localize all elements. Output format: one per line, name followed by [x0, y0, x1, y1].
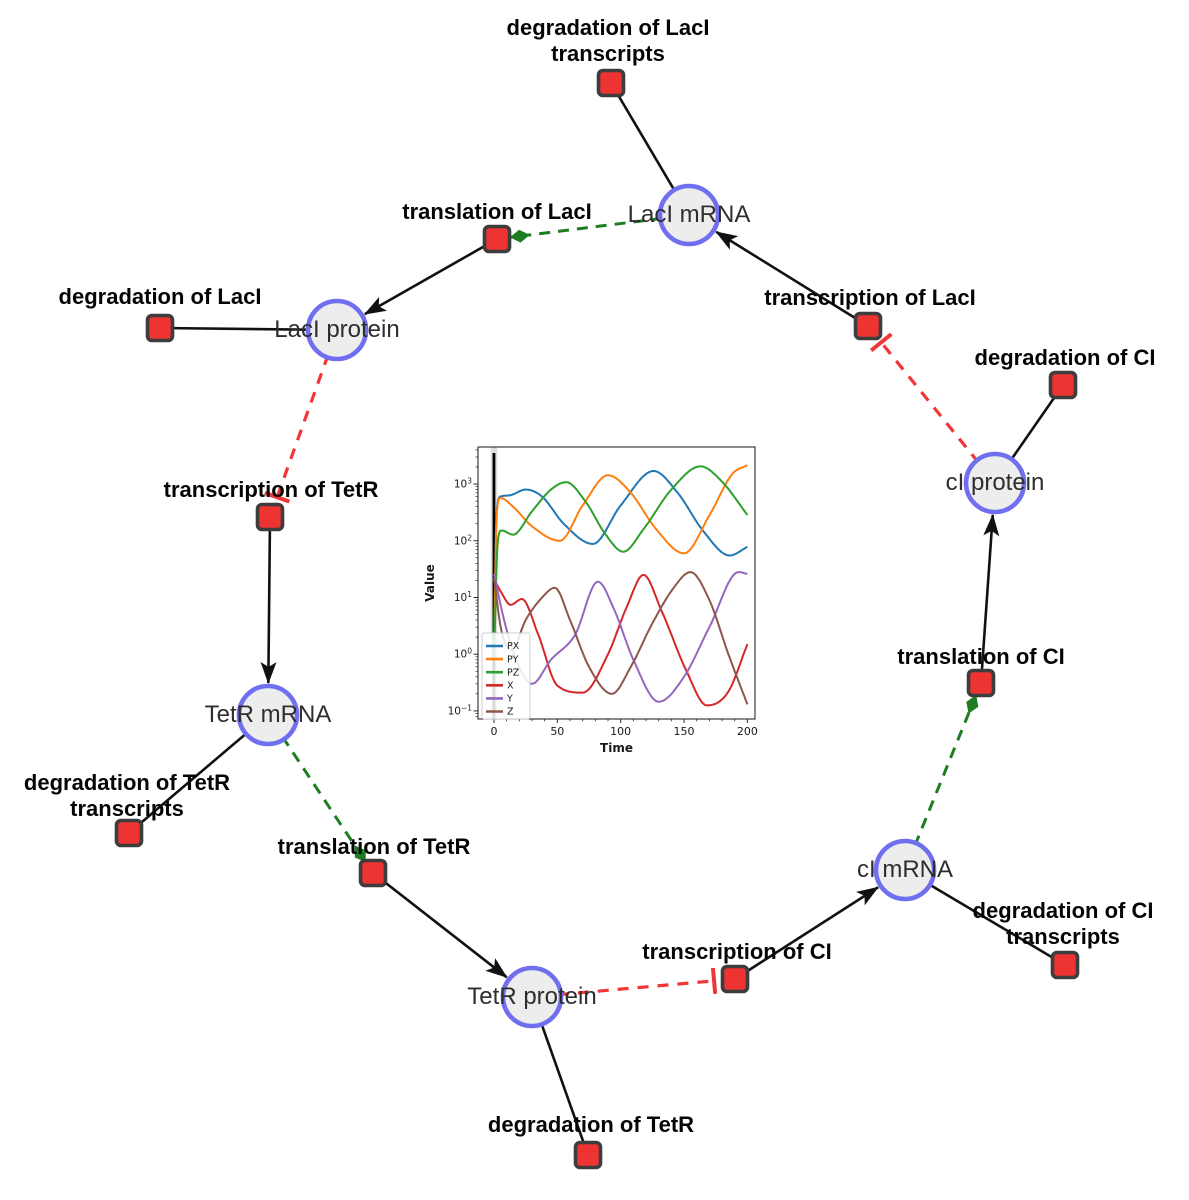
- reaction-node-translation-of-ci[interactable]: [966, 668, 996, 698]
- x-tick-label: 50: [550, 725, 564, 738]
- edge-inhibition-laci-protein-to-transcription-of-tetr: [277, 353, 330, 497]
- reaction-node-degradation-of-ci-transcripts[interactable]: [1050, 950, 1080, 980]
- legend-label-PY: PY: [507, 654, 519, 665]
- nodes-layer: [114, 68, 1080, 1170]
- reaction-node-transcription-of-ci[interactable]: [720, 964, 750, 994]
- reaction-node-translation-of-tetr[interactable]: [358, 858, 388, 888]
- reaction-node-degradation-of-tetr[interactable]: [573, 1140, 603, 1170]
- reaction-node-degradation-of-tetr-transcripts[interactable]: [114, 818, 144, 848]
- series-line-PZ: [493, 465, 749, 660]
- x-tick-label: 200: [737, 725, 758, 738]
- series-line-Y: [493, 571, 748, 703]
- reaction-node-degradation-of-ci[interactable]: [1048, 370, 1078, 400]
- reaction-node-degradation-of-laci-transcripts[interactable]: [596, 68, 626, 98]
- edge-inhibition-tetr-protein-to-transcription-of-ci: [557, 981, 714, 997]
- species-node-ci-protein[interactable]: [963, 451, 1027, 515]
- edge-product-transcription-of-laci-to-laci-mrna: [715, 230, 869, 328]
- reaction-node-degradation-of-laci[interactable]: [145, 313, 175, 343]
- edge-modifier-laci-mrna-to-translation-of-laci: [509, 216, 664, 243]
- legend-label-X: X: [507, 681, 514, 692]
- y-tick-label: 10−1: [448, 703, 473, 717]
- edge-product-translation-of-tetr-to-tetr-protein: [372, 871, 508, 979]
- x-tick-label: 150: [674, 725, 695, 738]
- species-node-laci-protein[interactable]: [305, 298, 369, 362]
- reaction-node-transcription-of-laci[interactable]: [853, 311, 883, 341]
- x-axis-label: Time: [600, 741, 633, 755]
- series-line-PY: [493, 464, 748, 660]
- series-line-X: [493, 574, 749, 707]
- edge-product-translation-of-ci-to-ci-protein: [979, 513, 1000, 684]
- y-tick-label: 101: [454, 590, 472, 604]
- edge-modifier-tetr-mrna-to-translation-of-tetr: [281, 735, 367, 863]
- x-tick-label: 100: [610, 725, 631, 738]
- y-axis-label: Value: [423, 564, 437, 602]
- legend-label-Y: Y: [506, 694, 513, 705]
- legend-label-Z: Z: [507, 707, 514, 718]
- reaction-node-translation-of-laci[interactable]: [482, 224, 512, 254]
- simulation-inset-plot: 0 50 100 150 200 10−1 100 101 102 103 Time Value PX P…: [420, 430, 780, 765]
- species-node-laci-mrna[interactable]: [657, 183, 721, 247]
- time-series-chart: 0 50 100 150 20010−1100101102103TimeValuePXP…: [423, 446, 758, 755]
- x-tick-label: 0: [490, 725, 497, 738]
- edge-inhibition-ci-protein-to-transcription-of-laci: [881, 342, 980, 464]
- series-line-PX: [493, 470, 748, 660]
- edge-product-translation-of-laci-to-laci-protein: [363, 237, 498, 316]
- legend-label-PX: PX: [507, 641, 520, 652]
- y-tick-label: 102: [454, 533, 472, 547]
- series-line-Z: [493, 571, 749, 705]
- edge-product-transcription-of-tetr-to-tetr-mrna: [260, 516, 277, 685]
- edge-modifier-ci-mrna-to-translation-of-ci: [913, 695, 979, 847]
- chart-legend: PX PY PZ XYZ: [481, 632, 531, 720]
- legend-label-PZ: PZ: [507, 667, 520, 678]
- reaction-node-transcription-of-tetr[interactable]: [255, 502, 285, 532]
- y-tick-label: 103: [454, 477, 472, 491]
- species-node-tetr-mrna[interactable]: [236, 683, 300, 747]
- y-tick-label: 100: [454, 647, 472, 661]
- series-layer: [493, 464, 749, 707]
- edge-product-transcription-of-ci-to-ci-mrna: [734, 886, 879, 981]
- species-node-ci-mrna[interactable]: [873, 838, 937, 902]
- species-node-tetr-protein[interactable]: [500, 965, 564, 1029]
